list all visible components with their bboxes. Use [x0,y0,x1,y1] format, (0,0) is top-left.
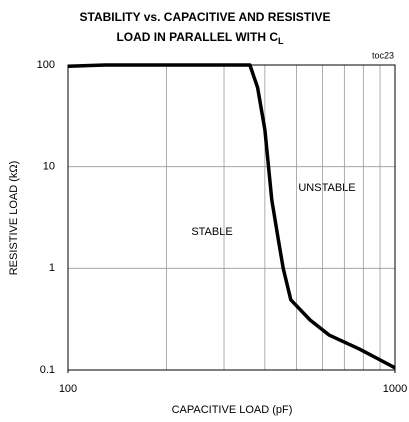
y-tick-label: 10 [43,161,55,173]
x-tick-label: 100 [59,383,77,395]
chart-title-line: LOAD IN PARALLEL WITH CL [116,30,284,46]
chart-title-line: STABILITY vs. CAPACITIVE AND RESISTIVE [80,10,331,24]
y-tick-label: 100 [37,59,55,71]
title-text: LOAD IN PARALLEL WITH C [116,30,278,44]
plot-frame [67,64,396,371]
region-label: STABLE [191,226,232,238]
y-axis-label: RESISTIVE LOAD (kΩ) [8,161,20,276]
title-subscript: L [278,36,284,46]
x-axis-label: CAPACITIVE LOAD (pF) [172,404,293,416]
region-label: UNSTABLE [298,182,355,194]
x-tick-label: 1000 [383,383,407,395]
stability-curve [67,63,396,370]
y-tick-label: 1 [49,262,55,274]
figure-code: toc23 [372,50,394,60]
y-tick-label: 0.1 [40,364,55,376]
